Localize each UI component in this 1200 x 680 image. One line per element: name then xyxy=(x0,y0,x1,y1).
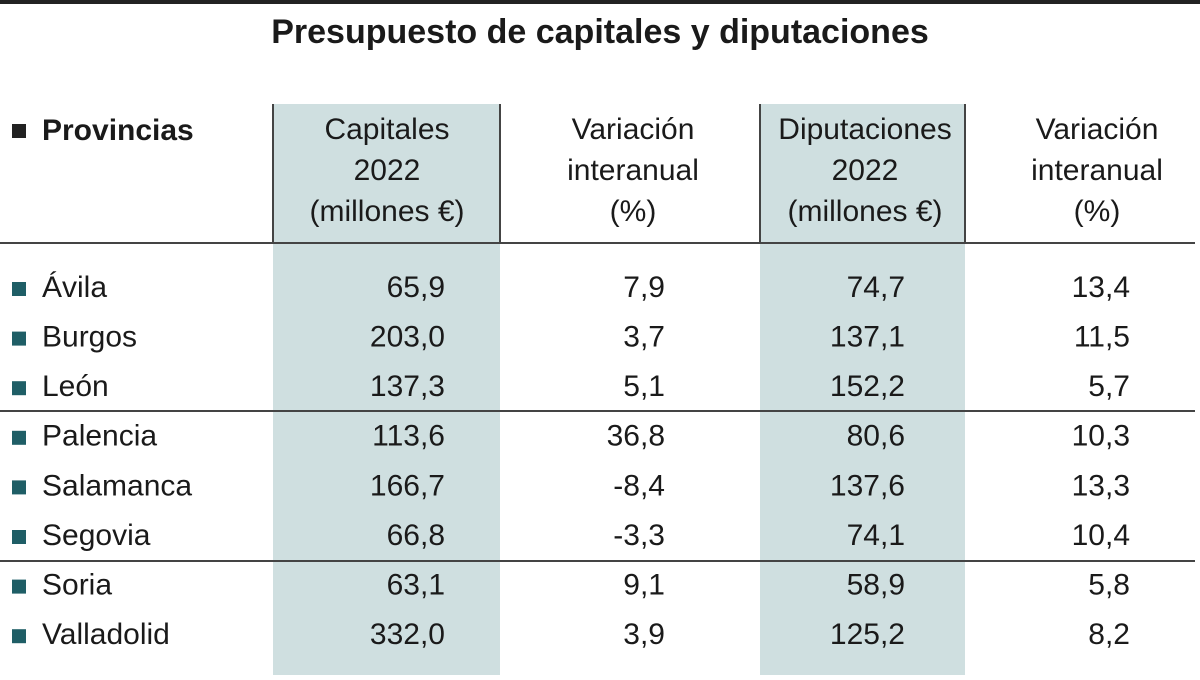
column-header: (millones €) xyxy=(787,195,942,228)
column-header: Diputaciones xyxy=(778,113,951,146)
shaded-column xyxy=(273,104,500,675)
column-header: interanual xyxy=(1031,154,1163,187)
cell-value: 10,4 xyxy=(1072,519,1130,552)
shaded-column xyxy=(760,104,965,675)
cell-value: 125,2 xyxy=(830,618,905,651)
bullet xyxy=(12,530,26,544)
bullet xyxy=(12,579,26,594)
column-header: 2022 xyxy=(832,154,899,187)
province-name: Salamanca xyxy=(42,469,192,502)
province-name: Valladolid xyxy=(42,618,170,651)
cell-value: 7,9 xyxy=(623,271,665,304)
cell-value: 137,3 xyxy=(370,370,445,403)
bullet xyxy=(12,480,26,495)
cell-value: 63,1 xyxy=(387,569,445,602)
cell-value: 3,7 xyxy=(623,321,665,354)
province-name: León xyxy=(42,370,109,403)
bullet xyxy=(12,282,26,296)
bullet xyxy=(12,331,26,346)
cell-value: 13,3 xyxy=(1072,469,1130,502)
cell-value: 152,2 xyxy=(830,370,905,403)
cell-value: 137,6 xyxy=(830,469,905,502)
cell-value: 80,6 xyxy=(847,420,905,453)
cell-value: 10,3 xyxy=(1072,420,1130,453)
column-header: interanual xyxy=(567,154,699,187)
column-header: Variación xyxy=(1036,113,1159,146)
province-name: Palencia xyxy=(42,420,157,453)
column-header: (millones €) xyxy=(309,195,464,228)
cell-value: 13,4 xyxy=(1072,271,1130,304)
column-rules xyxy=(0,104,1195,562)
title: Presupuesto de capitales y diputaciones xyxy=(271,13,929,51)
column-header: 2022 xyxy=(354,154,421,187)
cell-value: 166,7 xyxy=(370,469,445,502)
bullet xyxy=(12,381,26,396)
header-label: Provincias xyxy=(42,114,194,147)
column-header: Capitales xyxy=(324,113,449,146)
cell-value: 332,0 xyxy=(370,618,445,651)
cell-value: 5,1 xyxy=(623,370,665,403)
cell-value: 137,1 xyxy=(830,321,905,354)
cell-value: 74,7 xyxy=(847,271,905,304)
cell-value: 65,9 xyxy=(387,271,445,304)
cell-value: -3,3 xyxy=(613,519,665,552)
province-name: Ávila xyxy=(42,271,107,304)
province-name: Soria xyxy=(42,569,112,602)
cell-value: 36,8 xyxy=(607,420,665,453)
cell-value: 5,8 xyxy=(1088,569,1130,602)
bullet xyxy=(12,124,26,138)
cell-value: 74,1 xyxy=(847,519,905,552)
province-name: Segovia xyxy=(42,519,151,552)
column-header: (%) xyxy=(610,195,657,228)
cell-value: 113,6 xyxy=(372,420,445,453)
bullet xyxy=(12,430,26,445)
cell-value: 11,5 xyxy=(1074,321,1130,354)
column-header: Variación xyxy=(572,113,695,146)
cell-value: 8,2 xyxy=(1088,618,1130,651)
cell-value: 9,1 xyxy=(623,569,665,602)
bullet xyxy=(12,629,26,644)
cell-value: -8,4 xyxy=(613,469,665,502)
column-header: (%) xyxy=(1074,195,1121,228)
province-name: Burgos xyxy=(42,321,137,354)
top-rule xyxy=(0,0,1200,4)
cell-value: 203,0 xyxy=(370,321,445,354)
cell-value: 5,7 xyxy=(1088,370,1130,403)
cell-value: 66,8 xyxy=(387,519,445,552)
cell-value: 3,9 xyxy=(623,618,665,651)
cell-value: 58,9 xyxy=(847,569,905,602)
